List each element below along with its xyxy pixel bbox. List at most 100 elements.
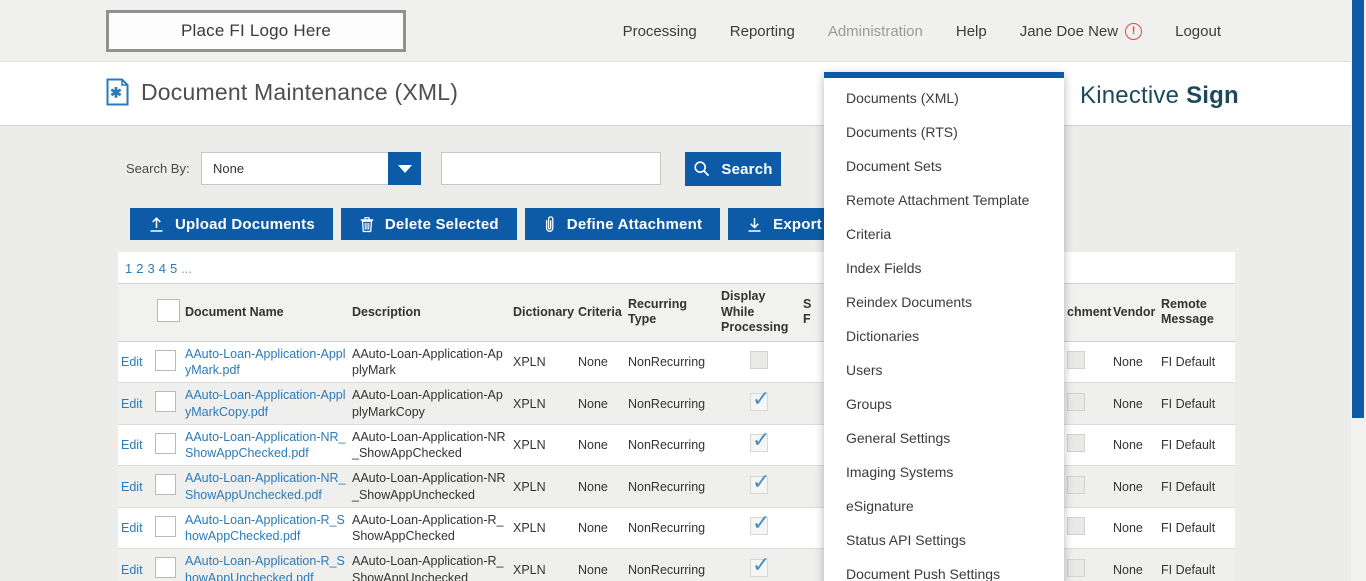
vendor-value: None [1110,382,1158,425]
header-description[interactable]: Description [349,283,510,342]
criteria-value: None [575,382,625,425]
page-link-5[interactable]: 5 [169,261,178,276]
remote-message-value: FI Default [1158,423,1235,466]
dictionary-value: XPLN [510,382,575,425]
document-name-link[interactable]: AAuto-Loan-Application-R_ShowAppUnchecke… [185,554,345,581]
vendor-value: None [1110,423,1158,466]
upload-documents-button[interactable]: Upload Documents [130,208,333,240]
remote-message-value: FI Default [1161,355,1216,369]
menu-item-groups[interactable]: Groups [846,396,892,412]
page-ellipsis[interactable]: ... [181,261,193,276]
page-link-1[interactable]: 1 [125,261,133,276]
vendor-value: None [1113,355,1143,369]
menu-item-status-api-settings[interactable]: Status API Settings [846,532,966,548]
recurring-type-value: NonRecurring [625,465,718,508]
menu-item-document-push-settings[interactable]: Document Push Settings [846,566,1001,581]
header-select-all [152,283,182,342]
toolbar: Upload Documents Delete Selected Define At… [130,208,928,240]
attachment-checkbox-unchecked [1067,392,1085,411]
fi-logo-placeholder: Place FI Logo Here [106,10,406,52]
menu-item-index-fields[interactable]: Index Fields [846,260,922,276]
menu-item-reindex-documents[interactable]: Reindex Documents [846,294,973,310]
administration-dropdown-menu: Documents (XML) Documents (RTS) Document S… [824,72,1064,581]
table-row: Edit AAuto-Loan-Application-NR_ShowAppUnc… [118,465,1235,508]
recurring-type-value: NonRecurring [625,423,718,466]
document-description: AAuto-Loan-Application-NR_ShowAppUncheck… [349,465,510,508]
document-description: AAuto-Loan-Application-R_ShowAppUnchecke… [349,548,510,581]
export-button[interactable]: Export [728,208,840,240]
edit-link[interactable]: Edit [121,479,143,494]
chevron-down-icon [388,152,421,185]
edit-link[interactable]: Edit [121,521,143,535]
pagination: 1 2 3 4 5... [118,252,1235,276]
document-name-link[interactable]: AAuto-Loan-Application-ApplyMark.pdf [185,346,346,378]
search-button[interactable]: Search [685,152,781,186]
documents-table: Document Name Description Dictionary Cri… [118,283,1235,581]
menu-item-esignature[interactable]: eSignature [846,498,914,514]
edit-link[interactable]: Edit [121,396,143,411]
nav-item-processing[interactable]: Processing [622,22,697,40]
row-checkbox[interactable] [155,557,176,578]
nav-item-logout[interactable]: Logout [1175,22,1221,40]
edit-link[interactable]: Edit [121,355,143,369]
header-edit [118,283,152,342]
menu-item-documents-xml[interactable]: Documents (XML) [846,90,959,106]
title-strip: ✱ Document Maintenance (XML) Kinective S… [0,62,1351,126]
nav-item-help[interactable]: Help [955,22,987,40]
edit-link[interactable]: Edit [121,562,143,577]
page-link-2[interactable]: 2 [136,261,144,276]
row-checkbox[interactable] [155,391,176,412]
row-checkbox[interactable] [155,474,176,495]
document-name-link[interactable]: AAuto-Loan-Application-R_ShowAppChecked.… [185,512,345,544]
nav-item-reporting[interactable]: Reporting [729,22,795,40]
header-vendor[interactable]: Vendor [1110,283,1158,342]
header-criteria[interactable]: Criteria [575,283,625,342]
attachment-checkbox-unchecked [1067,517,1085,535]
document-name-link[interactable]: AAuto-Loan-Application-ApplyMarkCopy.pdf [185,388,346,419]
header-partial-column: S F [800,283,824,342]
edit-link[interactable]: Edit [121,438,143,452]
menu-item-users[interactable]: Users [846,362,883,378]
select-all-checkbox[interactable] [157,298,180,322]
trash-icon [359,216,375,233]
delete-selected-button[interactable]: Delete Selected [340,208,517,240]
header-display-while-processing[interactable]: Display While Processing [718,283,800,342]
menu-item-imaging-systems[interactable]: Imaging Systems [846,464,954,480]
page-scrollbar[interactable] [1351,0,1366,581]
menu-item-dictionaries[interactable]: Dictionaries [846,328,920,344]
vendor-value: None [1110,465,1158,508]
table-row: Edit AAuto-Loan-Application-R_ShowAppChec… [118,506,1235,549]
search-by-select[interactable]: None [201,152,421,185]
define-attachment-button[interactable]: Define Attachment [524,208,721,240]
nav-item-administration[interactable]: Administration [827,22,923,40]
menu-item-document-sets[interactable]: Document Sets [846,158,942,174]
header-document-name[interactable]: Document Name [182,283,349,342]
nav-item-jane-doe-new[interactable]: Jane Doe New! [1020,22,1143,40]
svg-text:✱: ✱ [110,85,122,101]
menu-item-criteria[interactable]: Criteria [846,226,892,242]
menu-item-general-settings[interactable]: General Settings [846,430,951,446]
remote-message-value: FI Default [1158,465,1235,508]
document-name-link[interactable]: AAuto-Loan-Application-NR_ShowAppUncheck… [185,471,346,502]
display-while-processing-checked: ✓ [750,469,770,494]
header-attachment-fragment[interactable]: chment [1064,283,1111,342]
page-link-3[interactable]: 3 [147,261,155,276]
attachment-checkbox-unchecked [1067,351,1085,369]
menu-item-remote-attachment-template[interactable]: Remote Attachment Template [846,192,1030,208]
vendor-value: None [1110,506,1158,549]
row-checkbox[interactable] [155,515,176,537]
header-remote-message[interactable]: Remote Message [1158,283,1235,342]
header-recurring-type[interactable]: Recurring Type [625,283,718,342]
row-checkbox[interactable] [155,349,176,371]
row-checkbox[interactable] [155,432,176,454]
page-link-4[interactable]: 4 [158,261,166,276]
header-dictionary[interactable]: Dictionary [510,283,575,342]
scrollbar-thumb[interactable] [1352,0,1364,418]
attachment-checkbox-unchecked [1067,558,1085,577]
dictionary-value: XPLN [510,506,575,549]
menu-item-documents-rts[interactable]: Documents (RTS) [846,124,958,140]
check-icon: ✓ [752,551,771,577]
document-name-link[interactable]: AAuto-Loan-Application-NR_ShowAppChecked… [185,429,346,461]
criteria-value: None [575,465,625,508]
search-input[interactable] [441,152,661,185]
